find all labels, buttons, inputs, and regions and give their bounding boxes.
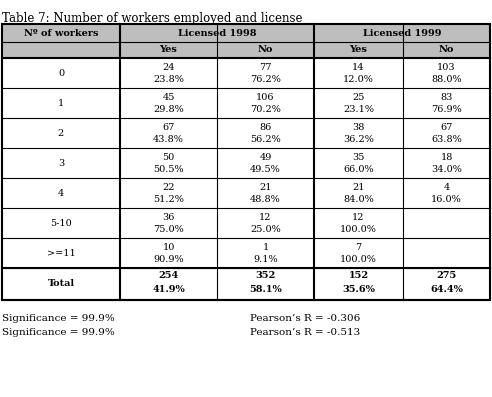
Text: 3: 3 xyxy=(58,158,64,168)
Bar xyxy=(2,24,490,300)
Text: 75.0%: 75.0% xyxy=(153,225,184,234)
Text: 43.8%: 43.8% xyxy=(153,135,184,144)
Text: 275: 275 xyxy=(436,272,457,281)
Text: Pearson’s R = -0.513: Pearson’s R = -0.513 xyxy=(250,328,360,337)
Text: 2: 2 xyxy=(58,129,64,137)
Text: 48.8%: 48.8% xyxy=(250,195,281,204)
Text: 12: 12 xyxy=(259,212,272,222)
Text: 45: 45 xyxy=(162,93,175,102)
Text: 1: 1 xyxy=(58,98,64,108)
Text: 76.2%: 76.2% xyxy=(250,75,281,84)
Text: 34.0%: 34.0% xyxy=(431,165,462,174)
Text: 35: 35 xyxy=(352,152,365,162)
Text: 49.5%: 49.5% xyxy=(250,165,281,174)
Text: Table 7: Number of workers employed and license: Table 7: Number of workers employed and … xyxy=(2,12,303,25)
Text: 152: 152 xyxy=(348,272,369,281)
Text: No: No xyxy=(258,46,273,54)
Bar xyxy=(2,24,490,300)
Text: Yes: Yes xyxy=(349,46,368,54)
Text: 0: 0 xyxy=(58,69,64,77)
Text: 64.4%: 64.4% xyxy=(430,285,463,294)
Text: 352: 352 xyxy=(255,272,276,281)
Text: 76.9%: 76.9% xyxy=(431,105,462,114)
Text: 106: 106 xyxy=(256,93,275,102)
Text: Significance = 99.9%: Significance = 99.9% xyxy=(2,314,115,323)
Text: 100.0%: 100.0% xyxy=(340,255,377,264)
Text: 51.2%: 51.2% xyxy=(153,195,184,204)
Text: 50: 50 xyxy=(162,152,175,162)
Text: Licensed 1999: Licensed 1999 xyxy=(363,29,441,37)
Text: 21: 21 xyxy=(259,183,272,191)
Text: 56.2%: 56.2% xyxy=(250,135,281,144)
Text: 103: 103 xyxy=(437,62,456,71)
Text: 23.8%: 23.8% xyxy=(153,75,184,84)
Text: Yes: Yes xyxy=(159,46,178,54)
Text: 12.0%: 12.0% xyxy=(343,75,374,84)
Text: 36: 36 xyxy=(162,212,175,222)
Text: 29.8%: 29.8% xyxy=(153,105,184,114)
Text: 100.0%: 100.0% xyxy=(340,225,377,234)
Text: Pearson’s R = -0.306: Pearson’s R = -0.306 xyxy=(250,314,360,323)
Text: 35.6%: 35.6% xyxy=(342,285,375,294)
Text: 16.0%: 16.0% xyxy=(431,195,462,204)
Bar xyxy=(2,24,490,58)
Text: 24: 24 xyxy=(162,62,175,71)
Text: 21: 21 xyxy=(352,183,365,191)
Text: 63.8%: 63.8% xyxy=(431,135,462,144)
Text: 67: 67 xyxy=(440,123,453,131)
Text: 254: 254 xyxy=(158,272,179,281)
Text: 9.1%: 9.1% xyxy=(253,255,278,264)
Text: 12: 12 xyxy=(352,212,365,222)
Text: 83: 83 xyxy=(440,93,453,102)
Text: Total: Total xyxy=(47,279,75,289)
Text: 10: 10 xyxy=(162,243,175,252)
Text: 58.1%: 58.1% xyxy=(249,285,282,294)
Text: 1: 1 xyxy=(262,243,269,252)
Text: 25: 25 xyxy=(352,93,365,102)
Text: 49: 49 xyxy=(259,152,272,162)
Text: 88.0%: 88.0% xyxy=(431,75,462,84)
Text: No: No xyxy=(439,46,454,54)
Text: 84.0%: 84.0% xyxy=(343,195,374,204)
Text: 4: 4 xyxy=(443,183,450,191)
Text: 23.1%: 23.1% xyxy=(343,105,374,114)
Text: 70.2%: 70.2% xyxy=(250,105,281,114)
Text: >=11: >=11 xyxy=(47,249,75,258)
Text: Licensed 1998: Licensed 1998 xyxy=(178,29,256,37)
Text: 7: 7 xyxy=(355,243,362,252)
Text: 50.5%: 50.5% xyxy=(153,165,184,174)
Text: 38: 38 xyxy=(352,123,365,131)
Text: 77: 77 xyxy=(259,62,272,71)
Text: 41.9%: 41.9% xyxy=(152,285,185,294)
Text: 4: 4 xyxy=(58,189,64,197)
Text: 90.9%: 90.9% xyxy=(153,255,184,264)
Text: 14: 14 xyxy=(352,62,365,71)
Text: 86: 86 xyxy=(259,123,272,131)
Text: 66.0%: 66.0% xyxy=(343,165,374,174)
Text: 22: 22 xyxy=(162,183,175,191)
Text: 25.0%: 25.0% xyxy=(250,225,281,234)
Text: Significance = 99.9%: Significance = 99.9% xyxy=(2,328,115,337)
Text: Nº of workers: Nº of workers xyxy=(24,29,98,37)
Text: 36.2%: 36.2% xyxy=(343,135,374,144)
Text: 67: 67 xyxy=(162,123,175,131)
Text: 18: 18 xyxy=(440,152,453,162)
Text: 5-10: 5-10 xyxy=(50,218,72,227)
